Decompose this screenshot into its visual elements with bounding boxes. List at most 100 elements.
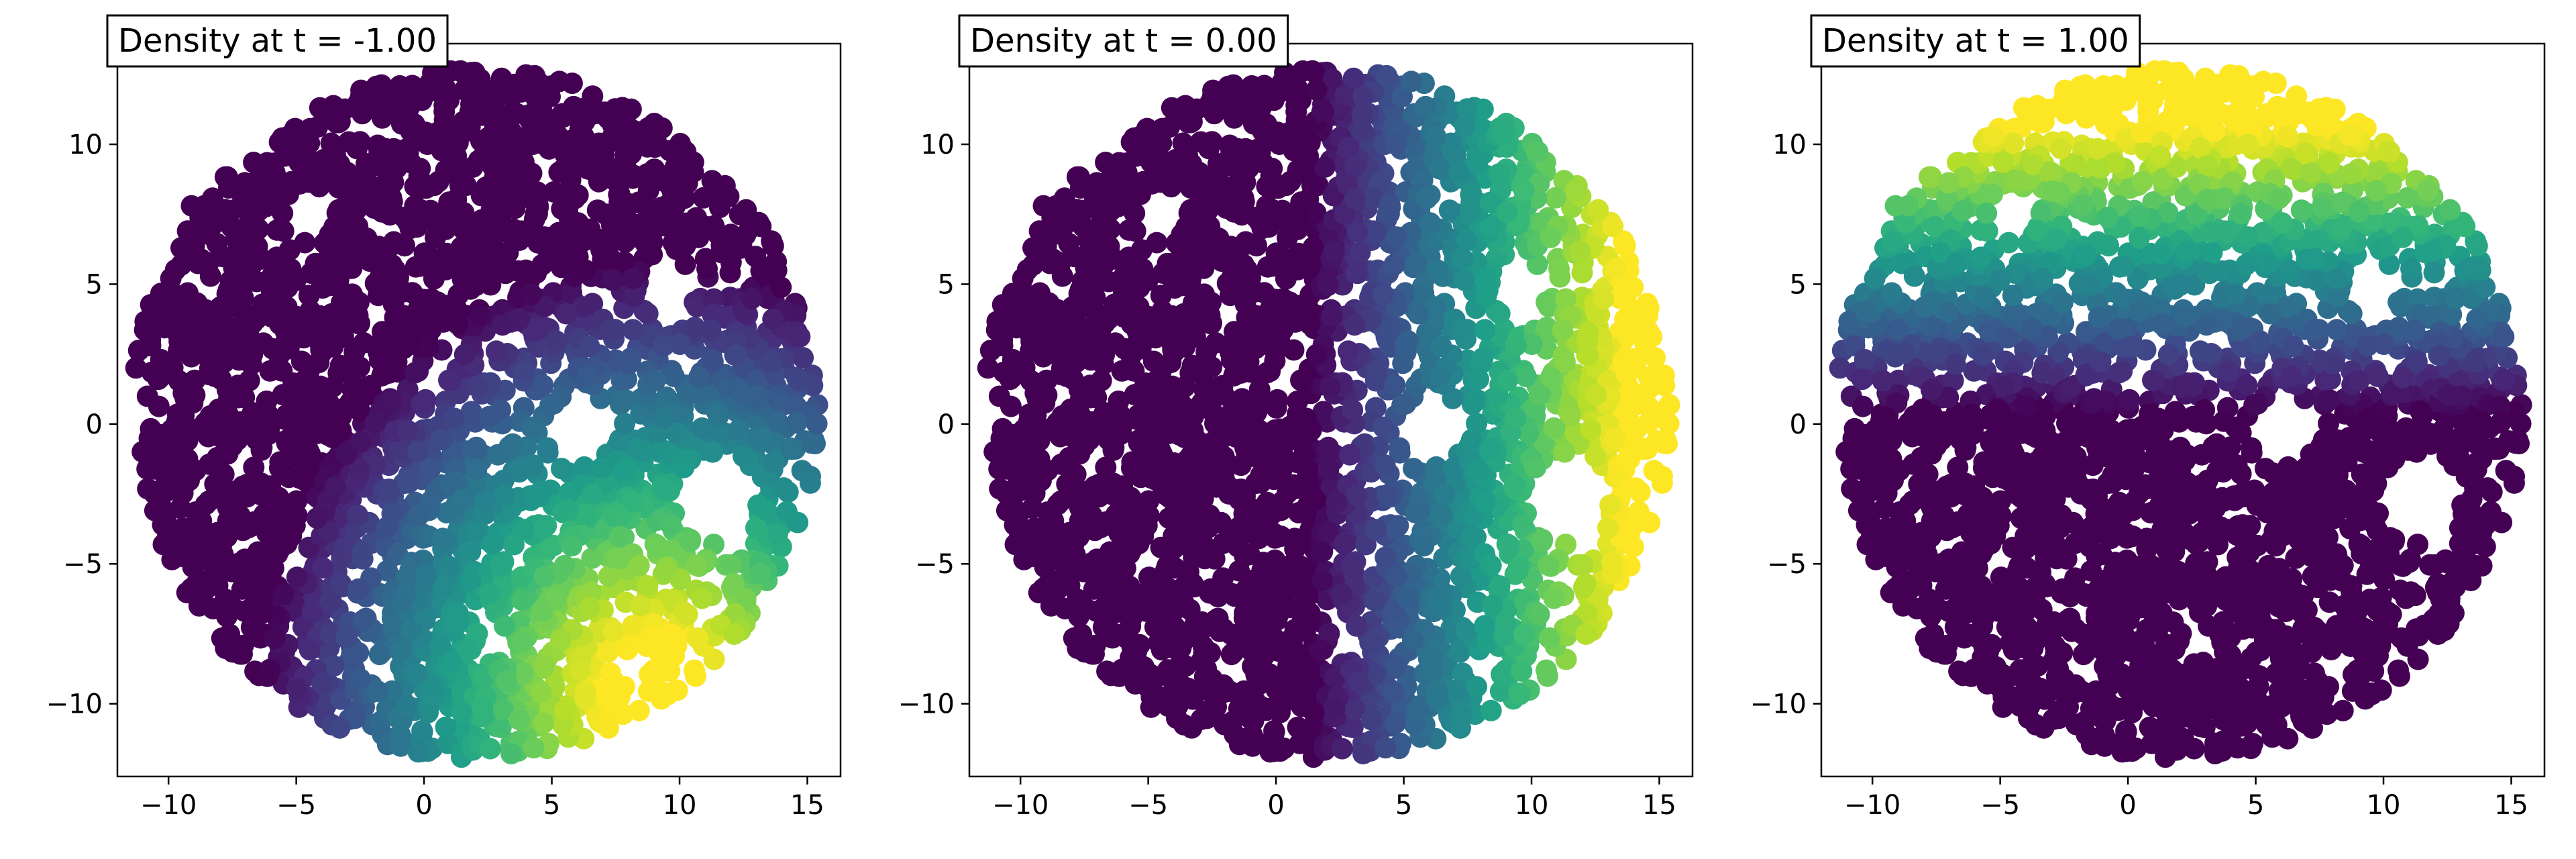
scatter-point [208,408,230,430]
scatter-point [211,627,233,649]
scatter-point [486,137,508,159]
scatter-point [409,255,431,277]
scatter-point [150,300,172,322]
scatter-point [1505,407,1527,430]
scatter-point [1170,154,1192,176]
scatter-point [762,452,784,474]
scatter-point [1242,640,1264,662]
scatter-point [288,151,310,173]
scatter-point [692,187,714,209]
scatter-point [578,336,600,358]
scatter-point [1333,533,1355,555]
scatter-point [299,639,321,661]
scatter-point [347,504,369,526]
scatter-point [660,162,682,185]
scatter-point [1236,307,1258,329]
scatter-point [1282,429,1304,451]
scatter-point [403,318,425,340]
scatter-point [466,623,488,644]
scatter-point [1572,554,1594,576]
scatter-point [1259,360,1281,383]
scatter-point [443,407,466,430]
scatter-point [1346,221,1368,244]
scatter-point [696,258,718,280]
scatter-point [1220,644,1242,666]
scatter-point [799,472,821,494]
scatter-point [1409,499,1431,521]
scatter-point [348,291,370,313]
scatter-point [256,665,278,687]
x-tick-label: 10 [663,790,697,821]
scatter-point [137,478,159,500]
scatter-point [564,187,586,209]
scatter-point [407,663,429,685]
scatter-point [500,85,523,107]
scatter-point [400,619,422,642]
scatter-point [420,80,442,102]
scatter-point [487,444,509,466]
scatter-point [1305,201,1327,223]
scatter-point [637,680,659,702]
scatter-point [447,605,469,627]
scatter-point [543,393,565,415]
scatter-point [170,405,193,427]
scatter-point [672,456,694,478]
scatter-point [1320,376,1341,398]
scatter-point [624,631,646,654]
scatter-point [1146,232,1168,254]
scatter-point [288,375,311,397]
scatter-point [661,623,683,646]
scatter-point [1448,161,1470,183]
scatter-point [628,699,650,721]
scatter-point [1587,199,1609,221]
scatter-point [329,111,351,133]
scatter-point [441,652,463,674]
scatter-point [378,478,400,501]
scatter-point [1195,341,1218,363]
scatter-point [604,229,626,251]
scatter-point [191,211,213,234]
scatter-point [1426,680,1448,703]
scatter-point [1363,589,1385,611]
scatter-point [389,724,411,746]
scatter-point [548,70,570,93]
scatter-point [1618,523,1640,545]
scatter-point [294,232,316,254]
scatter-point [1446,641,1468,663]
scatter-point [622,319,644,341]
scatter-point [1450,717,1471,739]
scatter-point [286,677,308,699]
scatter-point [574,456,595,478]
scatter-point [643,659,665,681]
scatter-point [490,67,513,89]
scatter-point [352,103,373,125]
scatter-point [1489,575,1511,597]
scatter-point [785,395,807,417]
scatter-point [1179,362,1201,384]
scatter-point [571,311,593,334]
scatter-point [395,695,417,717]
scatter-point [1272,80,1294,102]
scatter-point [366,680,388,702]
scatter-point [1538,295,1560,317]
scatter-point [1480,699,1502,721]
scatter-point [1459,197,1481,219]
scatter-point [318,154,340,176]
scatter-point [661,180,683,201]
scatter-point [1389,437,1411,459]
scatter-point [1470,352,1492,374]
scatter-point [150,349,172,370]
scatter-point [576,503,598,525]
scatter-point [576,365,598,387]
scatter-point [1279,121,1301,144]
scatter-point [1344,155,1366,177]
scatter-point [311,395,333,417]
scatter-point [438,369,460,391]
scatter-point [275,409,297,431]
scatter-point [372,321,393,343]
scatter-point [160,267,182,289]
scatter-point [750,562,772,585]
scatter-point [335,444,358,465]
scatter-point [343,341,366,363]
scatter-point [257,403,279,425]
